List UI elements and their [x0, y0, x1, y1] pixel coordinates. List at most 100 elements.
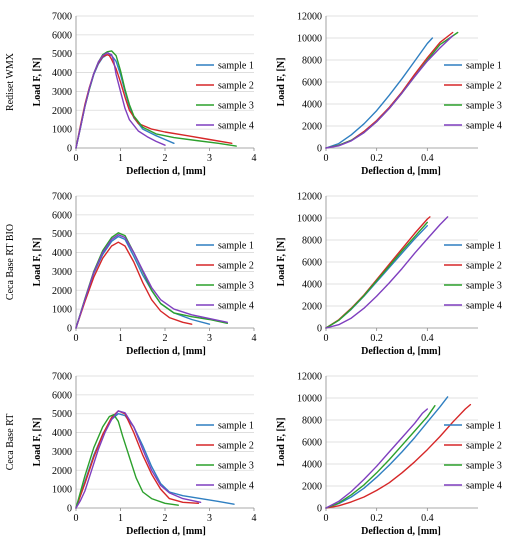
x-tick-label: 2: [163, 153, 168, 164]
y-tick-label: 7000: [52, 372, 72, 383]
legend-label: sample 3: [218, 281, 254, 292]
y-tick-label: 4000: [302, 100, 322, 111]
y-tick-label: 6000: [302, 438, 322, 449]
x-tick-label: 4: [252, 153, 257, 164]
y-tick-label: 4000: [302, 280, 322, 291]
series-line-2: [325, 31, 454, 149]
y-tick-label: 4000: [52, 248, 72, 259]
y-tick-label: 7000: [52, 12, 72, 23]
x-axis-label: Deflection d, [mm]: [126, 166, 206, 177]
series-line-1: [75, 413, 235, 509]
legend-label: sample 4: [466, 121, 502, 132]
chart-panel-1: 0 2000 4000 6000 8000 10000 12000 0 0.2 0.4 Deflec…: [276, 12, 502, 178]
series-line-3: [75, 232, 228, 329]
legend-label: sample 2: [466, 441, 502, 452]
y-tick-label: 7000: [52, 192, 72, 203]
legend-label: sample 4: [218, 121, 254, 132]
x-tick-label: 0: [74, 153, 79, 164]
series-line-4: [325, 35, 454, 149]
y-tick-label: 0: [317, 324, 322, 335]
y-tick-label: 6000: [52, 390, 72, 401]
x-tick-label: 0: [324, 153, 329, 164]
y-axis-label: Load F, [N]: [32, 238, 43, 287]
series-line-2: [325, 216, 431, 329]
legend-label: sample 1: [466, 421, 502, 432]
x-axis-label: Deflection d, [mm]: [126, 346, 206, 357]
x-tick-label: 1: [118, 333, 123, 344]
y-tick-label: 4000: [302, 460, 322, 471]
x-tick-label: 2: [163, 333, 168, 344]
legend-label: sample 3: [218, 101, 254, 112]
legend-label: sample 1: [466, 241, 502, 252]
legend-label: sample 3: [466, 101, 502, 112]
x-axis-label: Deflection d, [mm]: [361, 346, 441, 357]
y-axis-label: Load F, [N]: [32, 58, 43, 107]
series-line-4: [75, 234, 228, 329]
y-tick-label: 12000: [297, 12, 322, 23]
y-axis-label: Load F, [N]: [32, 418, 43, 467]
x-tick-label: 0.4: [421, 333, 434, 344]
y-axis-label: Load F, [N]: [276, 58, 287, 107]
series-line-1: [325, 396, 449, 509]
y-tick-label: 5000: [52, 409, 72, 420]
series-line-4: [75, 410, 202, 509]
x-tick-label: 1: [118, 513, 123, 524]
y-tick-label: 4000: [52, 428, 72, 439]
series-line-2: [75, 241, 193, 329]
y-tick-label: 5000: [52, 49, 72, 60]
y-tick-label: 10000: [297, 34, 322, 45]
legend-label: sample 4: [218, 481, 254, 492]
y-tick-label: 5000: [52, 229, 72, 240]
x-tick-label: 3: [207, 513, 212, 524]
y-tick-label: 12000: [297, 192, 322, 203]
legend-label: sample 1: [218, 421, 254, 432]
y-tick-label: 0: [67, 504, 72, 515]
legend-label: sample 1: [218, 241, 254, 252]
y-tick-label: 2000: [52, 286, 72, 297]
y-tick-label: 1000: [52, 305, 72, 316]
chart-panel-0: 0 1000 2000 3000 4000 5000 6000 7000 0 1 2 3 4 Deflec…: [32, 12, 257, 178]
x-tick-label: 0: [324, 333, 329, 344]
x-axis-label: Deflection d, [mm]: [361, 526, 441, 537]
y-tick-label: 6000: [52, 30, 72, 41]
chart-panel-3: 0 2000 4000 6000 8000 10000 12000 0 0.2 0.4 Deflec…: [276, 192, 502, 358]
legend-label: sample 4: [466, 301, 502, 312]
y-tick-label: 0: [317, 144, 322, 155]
y-tick-label: 12000: [297, 372, 322, 383]
y-tick-label: 3000: [52, 267, 72, 278]
y-tick-label: 4000: [52, 68, 72, 79]
x-tick-label: 0: [74, 333, 79, 344]
series-line-1: [325, 225, 428, 329]
legend-label: sample 2: [218, 261, 254, 272]
series-line-3: [325, 405, 436, 509]
legend-label: sample 1: [218, 61, 254, 72]
x-axis-label: Deflection d, [mm]: [126, 526, 206, 537]
chart-panel-2: 0 1000 2000 3000 4000 5000 6000 7000 0 1 2 3 4 Deflec…: [32, 192, 257, 358]
y-tick-label: 3000: [52, 447, 72, 458]
series-line-4: [325, 408, 428, 509]
x-tick-label: 1: [118, 153, 123, 164]
x-tick-label: 4: [252, 333, 257, 344]
legend-label: sample 2: [218, 441, 254, 452]
x-tick-label: 0.4: [421, 153, 434, 164]
y-tick-label: 10000: [297, 214, 322, 225]
y-tick-label: 0: [317, 504, 322, 515]
y-tick-label: 6000: [52, 210, 72, 221]
series-line-4: [75, 52, 166, 149]
y-tick-label: 1000: [52, 485, 72, 496]
x-axis-label: Deflection d, [mm]: [361, 166, 441, 177]
series-line-3: [75, 414, 179, 509]
row-label-2: Ceca Base RT: [5, 414, 16, 471]
row-label-0: Rediset WMX: [5, 52, 16, 111]
x-tick-label: 0.2: [370, 153, 383, 164]
legend-label: sample 2: [466, 81, 502, 92]
y-tick-label: 2000: [52, 106, 72, 117]
y-axis-label: Load F, [N]: [276, 238, 287, 287]
series-line-3: [325, 221, 428, 329]
legend-label: sample 1: [466, 61, 502, 72]
legend-label: sample 3: [466, 461, 502, 472]
legend-label: sample 3: [218, 461, 254, 472]
y-tick-label: 3000: [52, 87, 72, 98]
